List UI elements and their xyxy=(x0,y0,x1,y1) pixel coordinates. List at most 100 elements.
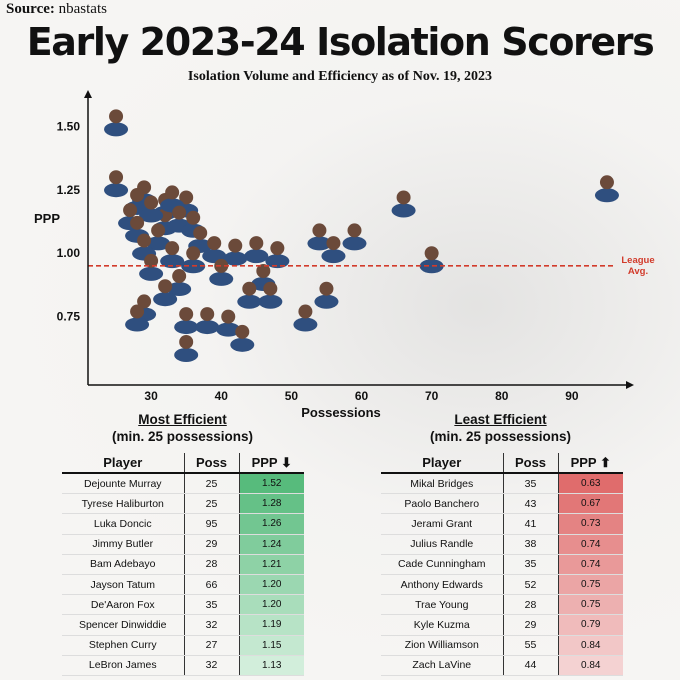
table-row: Anthony Edwards 52 0.75 xyxy=(381,574,623,596)
player-cell: Luka Doncic xyxy=(62,513,185,535)
poss-cell: 25 xyxy=(184,473,240,495)
data-point xyxy=(419,246,444,274)
data-point xyxy=(104,109,129,137)
y-tick-label: 0.75 xyxy=(57,310,81,324)
ppp-cell: 0.79 xyxy=(558,614,623,636)
data-point xyxy=(258,281,283,309)
player-cell: Mikal Bridges xyxy=(381,473,504,495)
ppp-cell: 0.75 xyxy=(558,574,623,596)
poss-cell: 43 xyxy=(503,493,559,515)
table-row: Paolo Banchero 43 0.67 xyxy=(381,493,623,515)
table-row: De'Aaron Fox 35 1.20 xyxy=(62,594,304,616)
league-average-label: League xyxy=(621,255,654,266)
ppp-cell: 1.15 xyxy=(239,635,304,656)
data-point xyxy=(174,334,199,362)
source-value: nbastats xyxy=(58,1,107,17)
most-efficient-title: Most Efficient xyxy=(138,412,227,427)
ppp-cell: 0.67 xyxy=(558,493,623,515)
table-row: Jimmy Butler 29 1.24 xyxy=(62,534,304,555)
data-point xyxy=(174,307,199,335)
most-efficient-subtitle: (min. 25 possessions) xyxy=(111,429,254,444)
y-axis-label: PPP xyxy=(34,211,60,226)
ppp-cell: 0.84 xyxy=(558,635,623,656)
poss-cell: 55 xyxy=(503,635,559,656)
poss-header[interactable]: Poss xyxy=(184,453,240,474)
x-tick-label: 70 xyxy=(425,389,439,403)
ppp-header[interactable]: PPP ⬇ xyxy=(239,453,304,474)
player-cell: Dejounte Murray xyxy=(62,473,185,495)
table-row: LeBron James 32 1.13 xyxy=(62,655,304,676)
data-point xyxy=(230,324,255,352)
data-point xyxy=(342,223,367,251)
least-efficient-title: Least Efficient xyxy=(454,412,547,427)
player-cell: Jimmy Butler xyxy=(62,534,185,555)
ppp-cell: 1.21 xyxy=(239,554,304,575)
player-cell: Julius Randle xyxy=(381,534,504,555)
player-cell: Kyle Kuzma xyxy=(381,614,504,636)
poss-cell: 28 xyxy=(503,594,559,616)
player-cell: Zach LaVine xyxy=(381,655,504,676)
data-point xyxy=(293,304,318,332)
table-row: Cade Cunningham 35 0.74 xyxy=(381,554,623,575)
data-point xyxy=(139,253,164,281)
player-cell: Bam Adebayo xyxy=(62,554,185,575)
table-row: Bam Adebayo 28 1.21 xyxy=(62,554,304,575)
player-header[interactable]: Player xyxy=(62,453,185,474)
x-tick-label: 60 xyxy=(355,389,369,403)
ppp-cell: 1.20 xyxy=(239,594,304,616)
player-cell: Tyrese Haliburton xyxy=(62,493,185,515)
data-point xyxy=(216,309,241,337)
data-point xyxy=(167,269,192,297)
source-label: Source: xyxy=(6,1,55,17)
x-tick-label: 90 xyxy=(565,389,579,403)
x-tick-label: 40 xyxy=(215,389,229,403)
player-cell: Anthony Edwards xyxy=(381,574,504,596)
table-header-row: Player Poss PPP ⬆ xyxy=(381,453,623,474)
poss-cell: 32 xyxy=(184,655,240,676)
ppp-cell: 1.52 xyxy=(239,473,304,495)
y-tick-label: 1.25 xyxy=(57,183,81,197)
table-row: Jayson Tatum 66 1.20 xyxy=(62,574,304,596)
x-tick-label: 80 xyxy=(495,389,509,403)
source-credit: Source: nbastats xyxy=(6,1,107,18)
table-row: Mikal Bridges 35 0.63 xyxy=(381,473,623,495)
table-row: Luka Doncic 95 1.26 xyxy=(62,513,304,535)
data-point xyxy=(195,307,220,335)
least-efficient-table: Player Poss PPP ⬆ Mikal Bridges 35 0.63 Paolo… xyxy=(381,453,623,676)
chart-title: Early 2023-24 Isolation Scorers xyxy=(26,20,655,64)
least-efficient-heading: Least Efficient (min. 25 possessions) xyxy=(378,411,623,445)
ppp-cell: 0.74 xyxy=(558,554,623,575)
most-efficient-table: Player Poss PPP ⬇ Dejounte Murray 25 1.52 Tyr… xyxy=(62,453,304,676)
data-point xyxy=(391,190,416,218)
player-cell: De'Aaron Fox xyxy=(62,594,185,616)
x-tick-label: 50 xyxy=(285,389,299,403)
chart-subtitle: Isolation Volume and Efficiency as of No… xyxy=(187,69,493,84)
poss-cell: 35 xyxy=(503,554,559,575)
data-point xyxy=(139,195,164,223)
ppp-header[interactable]: PPP ⬆ xyxy=(558,453,623,474)
poss-header[interactable]: Poss xyxy=(503,453,559,474)
data-point xyxy=(223,238,248,266)
player-header[interactable]: Player xyxy=(381,453,504,474)
ppp-cell: 1.26 xyxy=(239,513,304,535)
data-point xyxy=(321,236,346,264)
poss-cell: 66 xyxy=(184,574,240,596)
ppp-cell: 1.28 xyxy=(239,493,304,515)
ppp-cell: 0.84 xyxy=(558,655,623,676)
poss-cell: 28 xyxy=(184,554,240,575)
table-header-row: Player Poss PPP ⬇ xyxy=(62,453,304,474)
ppp-cell: 1.19 xyxy=(239,614,304,636)
data-point xyxy=(153,279,178,307)
poss-cell: 25 xyxy=(184,493,240,515)
data-point xyxy=(314,281,339,309)
table-row: Spencer Dinwiddie 32 1.19 xyxy=(62,614,304,636)
y-tick-label: 1.00 xyxy=(57,246,81,260)
x-axis-label: Possessions xyxy=(301,405,381,420)
y-axis-arrow xyxy=(84,90,92,98)
table-row: Tyrese Haliburton 25 1.28 xyxy=(62,493,304,515)
player-cell: Spencer Dinwiddie xyxy=(62,614,185,636)
x-axis-arrow xyxy=(626,381,634,389)
data-point xyxy=(104,170,129,198)
poss-cell: 44 xyxy=(503,655,559,676)
